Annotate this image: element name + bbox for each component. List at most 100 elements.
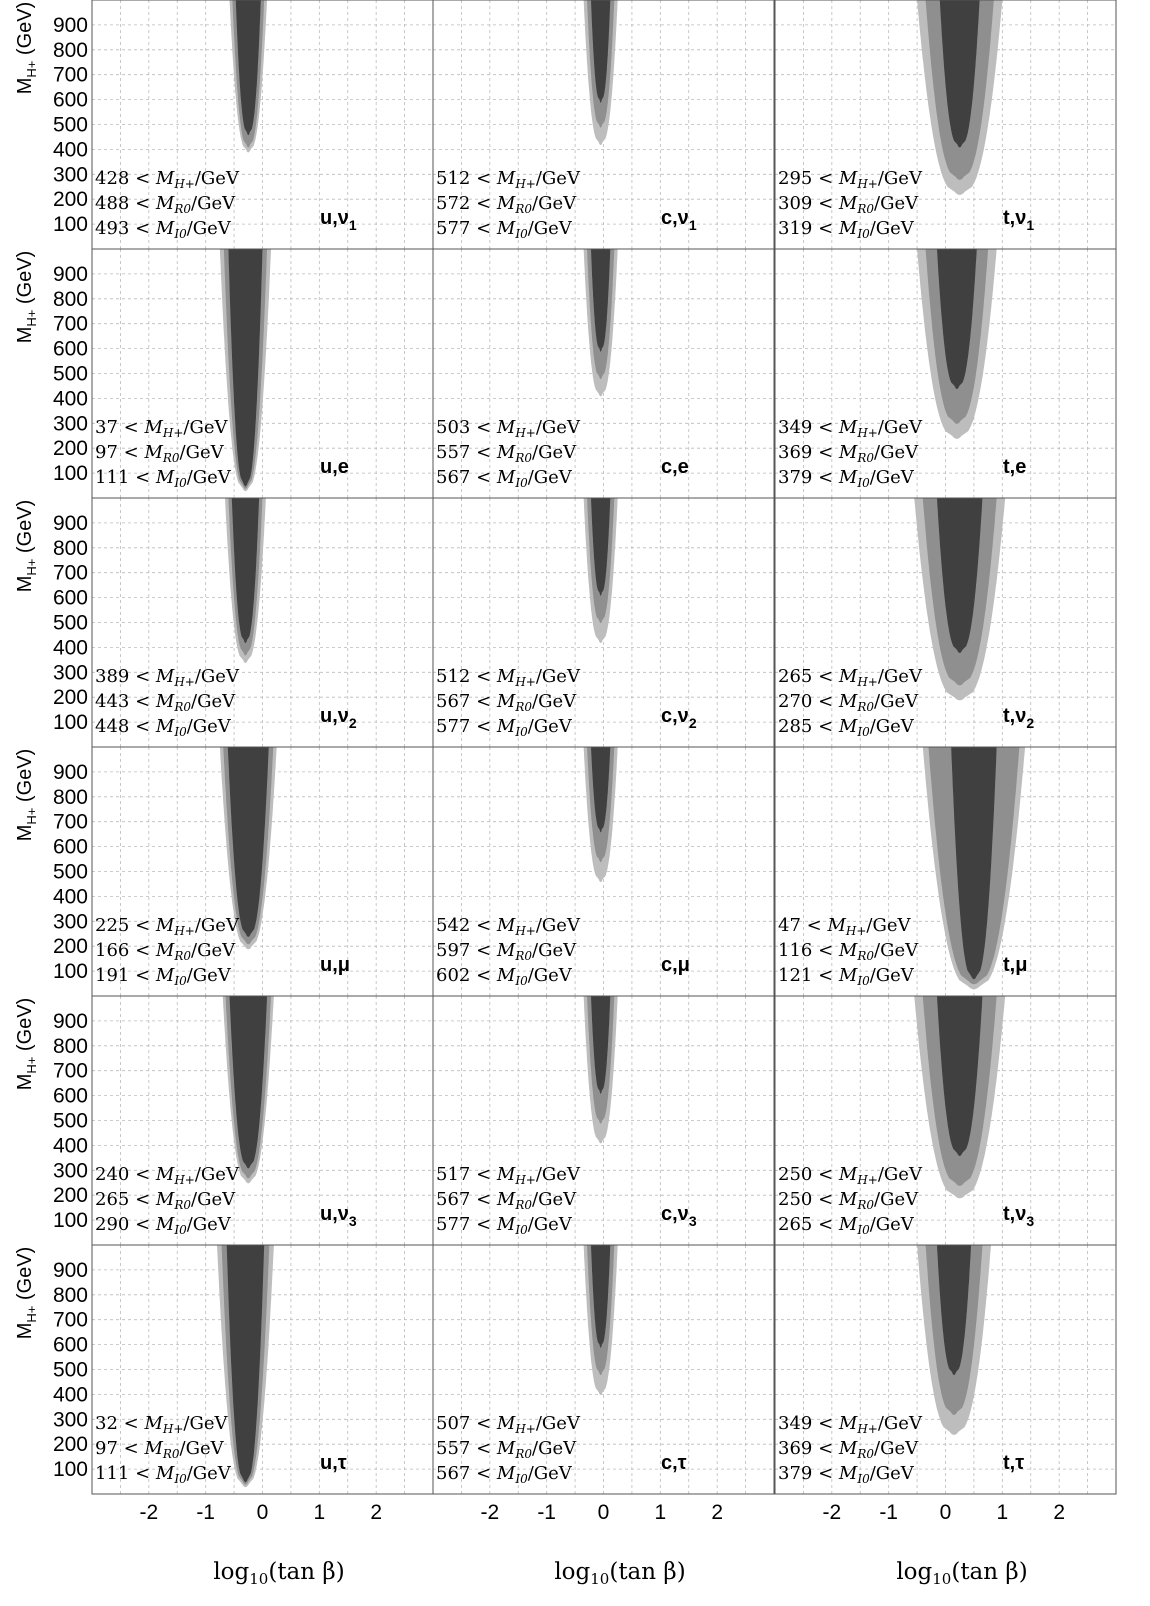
- y-tick-label: 900: [53, 761, 88, 784]
- y-tick-label: 800: [53, 288, 88, 311]
- bound-annotation: 557 < MR0/GeV: [436, 1438, 577, 1461]
- allowed-regions: [583, 0, 618, 146]
- allowed-regions: [914, 996, 1006, 1199]
- y-tick-label: 200: [53, 686, 88, 709]
- y-tick-label: 600: [53, 338, 88, 361]
- y-tick-label: 600: [53, 836, 88, 859]
- bound-annotation: 597 < MR0/GeV: [436, 940, 577, 963]
- bound-annotation: 503 < MH+/GeV: [436, 417, 581, 440]
- bound-annotation: 121 < MI0/GeV: [778, 965, 915, 988]
- bound-annotation: 349 < MH+/GeV: [778, 1413, 923, 1436]
- y-tick-label: 800: [53, 1035, 88, 1058]
- y-tick-label: 100: [53, 213, 88, 236]
- allowed-regions: [219, 249, 271, 492]
- bound-annotation: 577 < MI0/GeV: [436, 716, 573, 739]
- y-tick-label: 400: [53, 1383, 88, 1406]
- y-tick-label: 700: [53, 811, 88, 834]
- bound-annotation: 542 < MH+/GeV: [436, 915, 581, 938]
- y-tick-label: 400: [53, 387, 88, 410]
- y-tick-label: 300: [53, 661, 88, 684]
- allowed-region-3: [231, 498, 260, 644]
- x-tick-label: 1: [654, 1501, 666, 1524]
- y-axis-label: MH+ (GeV): [14, 1247, 39, 1340]
- y-tick-label: 400: [53, 885, 88, 908]
- bound-annotation: 37 < MH+/GeV: [95, 417, 229, 440]
- x-axis-label: log10(tan β): [213, 1559, 344, 1588]
- gridlines: [433, 747, 774, 996]
- allowed-regions: [583, 1245, 618, 1395]
- bound-annotation: 270 < MR0/GeV: [778, 691, 919, 714]
- process-label: t,μ: [1003, 954, 1027, 976]
- process-label: u,μ: [320, 954, 350, 976]
- bound-annotation: 191 < MI0/GeV: [95, 965, 232, 988]
- x-axis-label: log10(tan β): [554, 1559, 685, 1588]
- x-tick-label: 1: [313, 1501, 325, 1524]
- y-tick-label: 300: [53, 910, 88, 933]
- process-label: c,ν2: [661, 705, 697, 731]
- process-label: t,τ: [1003, 1452, 1024, 1474]
- gridlines: [92, 0, 433, 249]
- panel-frame: [432, 1244, 775, 1495]
- allowed-region-3: [591, 498, 611, 596]
- allowed-region-3: [591, 747, 611, 833]
- x-tick-label: -2: [480, 1501, 499, 1524]
- x-tick-label: 2: [1053, 1501, 1065, 1524]
- y-tick-label: 700: [53, 1060, 88, 1083]
- y-tick-label: 800: [53, 1284, 88, 1307]
- y-tick-label: 200: [53, 1433, 88, 1456]
- y-tick-label: 100: [53, 960, 88, 983]
- y-tick-label: 600: [53, 89, 88, 112]
- bound-annotation: 379 < MI0/GeV: [778, 1463, 915, 1486]
- y-tick-label: 200: [53, 1184, 88, 1207]
- x-tick-label: -2: [139, 1501, 158, 1524]
- y-tick-label: 700: [53, 313, 88, 336]
- x-tick-label: -1: [879, 1501, 898, 1524]
- process-label: u,e: [320, 456, 349, 478]
- y-tick-label: 900: [53, 1259, 88, 1282]
- allowed-regions: [225, 498, 266, 663]
- bound-annotation: 448 < MI0/GeV: [95, 716, 232, 739]
- bound-annotation: 111 < MI0/GeV: [95, 1463, 232, 1486]
- bound-annotation: 602 < MI0/GeV: [436, 965, 573, 988]
- y-tick-label: 900: [53, 263, 88, 286]
- bound-annotation: 111 < MI0/GeV: [95, 467, 232, 490]
- process-label: c,μ: [661, 954, 690, 976]
- allowed-region-3: [235, 0, 261, 136]
- y-tick-label: 100: [53, 711, 88, 734]
- allowed-regions: [219, 747, 277, 950]
- bound-annotation: 379 < MI0/GeV: [778, 467, 915, 490]
- y-tick-label: 900: [53, 14, 88, 37]
- y-tick-label: 500: [53, 1110, 88, 1133]
- bound-annotation: 290 < MI0/GeV: [95, 1214, 232, 1237]
- y-tick-label: 100: [53, 1458, 88, 1481]
- y-tick-label: 600: [53, 1334, 88, 1357]
- bound-annotation: 97 < MR0/GeV: [95, 1438, 225, 1461]
- allowed-regions: [217, 1245, 274, 1488]
- bound-annotation: 567 < MR0/GeV: [436, 1189, 577, 1212]
- x-axis-label: log10(tan β): [896, 1559, 1027, 1588]
- allowed-regions: [583, 249, 618, 397]
- y-tick-label: 300: [53, 1408, 88, 1431]
- bound-annotation: 349 < MH+/GeV: [778, 417, 923, 440]
- allowed-region-3: [937, 1245, 972, 1376]
- y-tick-label: 700: [53, 64, 88, 87]
- process-label: t,e: [1003, 456, 1026, 478]
- y-tick-label: 300: [53, 412, 88, 435]
- allowed-region-3: [591, 249, 611, 352]
- x-tick-label: -1: [537, 1501, 556, 1524]
- y-tick-label: 500: [53, 1359, 88, 1382]
- bound-annotation: 250 < MR0/GeV: [778, 1189, 919, 1212]
- allowed-regions: [917, 0, 1003, 195]
- bound-annotation: 493 < MI0/GeV: [95, 218, 232, 241]
- x-tick-label: 0: [598, 1501, 610, 1524]
- process-label: c,τ: [661, 1452, 687, 1474]
- y-tick-label: 400: [53, 636, 88, 659]
